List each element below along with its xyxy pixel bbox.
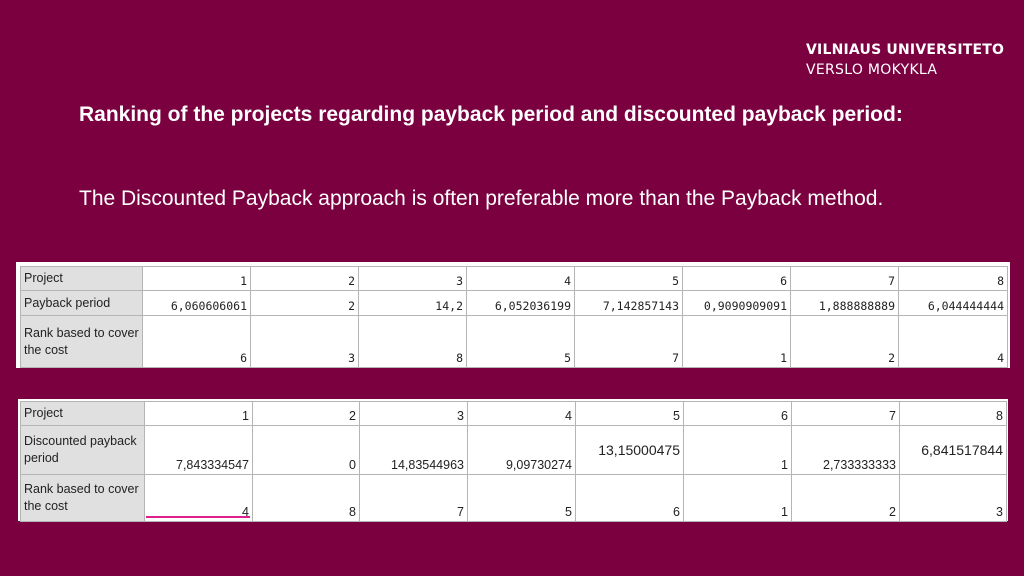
table-cell: 3	[250, 315, 359, 368]
table-cell: 2,733333333	[791, 425, 900, 475]
table-cell: 0	[252, 425, 360, 475]
table-cell: 4	[898, 315, 1008, 368]
cell-selection-indicator	[146, 516, 250, 518]
row-header-project: Project	[20, 266, 143, 291]
logo-line-1: VILNIAUS UNIVERSITETO	[806, 42, 1005, 58]
row-header-rank: Rank based to cover the cost	[20, 474, 145, 522]
table-cell: 7	[574, 315, 683, 368]
table-cell: 2	[250, 290, 359, 316]
table-cell: 5	[574, 266, 683, 291]
table-cell: 4	[466, 266, 575, 291]
row-header-project: Project	[20, 401, 145, 426]
table-row: Rank based to cover the cost 4 8 7 5 6 1…	[20, 474, 1007, 522]
table-cell: 1	[682, 315, 791, 368]
table-cell: 5	[466, 315, 575, 368]
table-cell: 3	[358, 266, 467, 291]
table-cell: 1	[683, 425, 792, 475]
logo-line-2: VERSLO MOKYKLA	[806, 62, 938, 78]
discounted-payback-table: Project 1 2 3 4 5 6 7 8 Discounted payba…	[20, 401, 1007, 522]
table-cell: 9,09730274	[467, 425, 576, 475]
table-cell: 3	[359, 401, 468, 426]
table-cell: 6	[683, 401, 792, 426]
table-cell: 6,052036199	[466, 290, 575, 316]
table-cell: 0,9090909091	[682, 290, 791, 316]
table-cell: 6,060606061	[142, 290, 251, 316]
table-row: Rank based to cover the cost 6 3 8 5 7 1…	[20, 315, 1008, 368]
table-cell: 6	[575, 474, 684, 522]
table-cell: 7	[790, 266, 899, 291]
table-row: Payback period 6,060606061 2 14,2 6,0520…	[20, 290, 1008, 316]
table-cell: 1	[144, 401, 253, 426]
table-cell: 6	[142, 315, 251, 368]
table-cell: 7	[791, 401, 900, 426]
row-header-payback-period: Payback period	[20, 290, 143, 316]
table-cell: 5	[467, 474, 576, 522]
row-header-discounted-payback-period: Discounted payback period	[20, 425, 145, 475]
table-cell: 2	[791, 474, 900, 522]
table-cell: 2	[252, 401, 360, 426]
table-row: Project 1 2 3 4 5 6 7 8	[20, 401, 1007, 426]
slide-body-text: The Discounted Payback approach is often…	[79, 187, 884, 210]
table-cell: 6	[682, 266, 791, 291]
table-cell: 8	[252, 474, 360, 522]
table-cell: 14,83544963	[359, 425, 468, 475]
table-cell: 4	[144, 474, 253, 522]
table-cell: 8	[898, 266, 1008, 291]
table-cell: 6,841517844	[899, 425, 1007, 475]
table-row: Project 1 2 3 4 5 6 7 8	[20, 266, 1008, 291]
table-cell: 8	[899, 401, 1007, 426]
payback-period-table: Project 1 2 3 4 5 6 7 8 Payback period 6…	[20, 266, 1008, 368]
table-cell: 14,2	[358, 290, 467, 316]
table-cell: 5	[575, 401, 684, 426]
table-cell: 6,044444444	[898, 290, 1008, 316]
table-cell: 1,888888889	[790, 290, 899, 316]
table-cell: 7,142857143	[574, 290, 683, 316]
table-cell: 3	[899, 474, 1007, 522]
payback-table-frame: Project 1 2 3 4 5 6 7 8 Payback period 6…	[16, 262, 1010, 368]
table-cell: 13,15000475	[575, 425, 684, 475]
table-cell: 2	[790, 315, 899, 368]
slide-title: Ranking of the projects regarding paybac…	[79, 103, 903, 126]
discounted-table-frame: Project 1 2 3 4 5 6 7 8 Discounted payba…	[18, 399, 1008, 522]
table-cell: 8	[358, 315, 467, 368]
university-logo: VILNIAUS UNIVERSITETO VERSLO MOKYKLA	[806, 40, 1004, 80]
row-header-rank: Rank based to cover the cost	[20, 315, 143, 368]
table-cell: 1	[142, 266, 251, 291]
table-cell: 7	[359, 474, 468, 522]
table-row: Discounted payback period 7,843334547 0 …	[20, 425, 1007, 475]
table-cell: 4	[467, 401, 576, 426]
table-cell: 1	[683, 474, 792, 522]
table-cell: 7,843334547	[144, 425, 253, 475]
table-cell: 2	[250, 266, 359, 291]
